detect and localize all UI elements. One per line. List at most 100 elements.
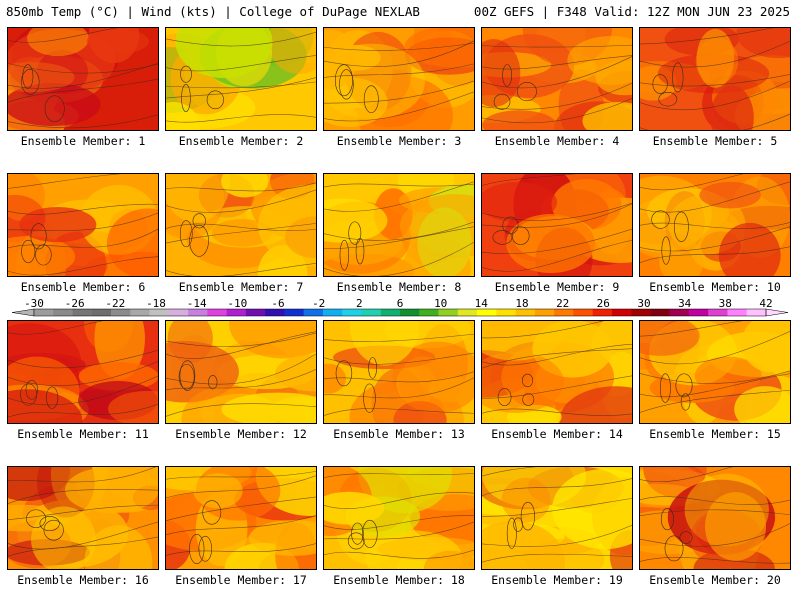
ensemble-member-label: Ensemble Member: 8	[336, 280, 462, 294]
colorbar-tick-label: 38	[719, 297, 732, 310]
ensemble-member-map	[7, 320, 159, 424]
map-title: 850mb Temp (°C) | Wind (kts) | College o…	[6, 4, 420, 19]
colorbar-tick-label: 34	[678, 297, 692, 310]
ensemble-member-label: Ensemble Member: 7	[178, 280, 304, 294]
temperature-field	[640, 321, 790, 423]
ensemble-member-map	[165, 27, 317, 131]
ensemble-member-map	[639, 173, 791, 277]
temperature-field	[8, 321, 158, 423]
ensemble-member-map	[165, 173, 317, 277]
ensemble-member-map	[165, 320, 317, 424]
colorbar-tick-label: 22	[556, 297, 569, 310]
colorbar-swatch	[342, 309, 362, 316]
colorbar-swatch	[419, 309, 439, 316]
colorbar-swatch	[265, 309, 285, 316]
temperature-field	[8, 28, 158, 130]
colorbar-swatch	[226, 309, 247, 316]
colorbar-tick-label: -14	[187, 297, 207, 310]
colorbar-swatch	[650, 309, 670, 316]
colorbar-tick-label: -18	[146, 297, 166, 310]
colorbar-swatch	[245, 309, 266, 316]
colorbar-swatch	[400, 309, 420, 316]
ensemble-member-label: Ensemble Member: 4	[494, 134, 620, 148]
temperature-field	[482, 321, 632, 423]
colorbar-swatch	[477, 309, 497, 316]
ensemble-member-map	[323, 466, 475, 570]
ensemble-member-label: Ensemble Member: 6	[20, 280, 146, 294]
ensemble-member-map	[323, 320, 475, 424]
ensemble-member-label: Ensemble Member: 9	[494, 280, 620, 294]
colorbar-swatch	[361, 309, 382, 316]
ensemble-member-label: Ensemble Member: 2	[178, 134, 304, 148]
ensemble-member-map	[323, 27, 475, 131]
temperature-field	[482, 28, 632, 130]
colorbar-tick-label: 26	[597, 297, 610, 310]
colorbar-swatch	[322, 309, 343, 316]
colorbar-swatch	[380, 309, 401, 316]
colorbar-swatch	[573, 309, 593, 316]
colorbar-swatch	[53, 309, 73, 316]
colorbar-swatch	[284, 309, 304, 316]
temperature-field	[166, 174, 316, 276]
colorbar-tick-label: 42	[759, 297, 772, 310]
colorbar-swatch	[534, 309, 555, 316]
colorbar-tick-label: 10	[434, 297, 447, 310]
ensemble-member-map	[7, 27, 159, 131]
colorbar-left-arrow	[11, 308, 35, 317]
ensemble-member-map	[481, 466, 633, 570]
temperature-field	[8, 174, 158, 276]
colorbar-swatch	[515, 309, 536, 316]
ensemble-member-map	[639, 320, 791, 424]
colorbar-swatch	[708, 309, 728, 316]
ensemble-member-map	[7, 173, 159, 277]
colorbar-tick-label: 18	[515, 297, 528, 310]
colorbar-tick-label: 14	[475, 297, 489, 310]
colorbar-swatch	[34, 309, 54, 316]
colorbar-swatch	[688, 309, 709, 316]
colorbar-swatch	[746, 309, 767, 316]
ensemble-member-label: Ensemble Member: 19	[491, 573, 623, 587]
temperature-field	[324, 174, 474, 276]
ensemble-member-label: Ensemble Member: 16	[17, 573, 149, 587]
colorbar-tick-label: -2	[312, 297, 325, 310]
ensemble-member-map	[481, 320, 633, 424]
colorbar-swatch	[72, 309, 93, 316]
colorbar-swatch	[592, 309, 613, 316]
colorbar-tick-label: -6	[271, 297, 284, 310]
ensemble-member-map	[639, 466, 791, 570]
temperature-field	[482, 174, 632, 276]
colorbar-swatch	[554, 309, 574, 316]
temperature-field	[8, 467, 158, 569]
colorbar-tick-label: 2	[356, 297, 363, 310]
colorbar-swatch	[303, 309, 324, 316]
ensemble-member-label: Ensemble Member: 3	[336, 134, 462, 148]
colorbar-tick-label: -22	[105, 297, 125, 310]
ensemble-member-map	[481, 27, 633, 131]
temperature-field	[324, 467, 474, 569]
colorbar-swatch	[130, 309, 150, 316]
ensemble-member-label: Ensemble Member: 11	[17, 427, 149, 441]
colorbar-swatch	[188, 309, 208, 316]
temperature-field	[324, 28, 474, 130]
temperature-field	[640, 174, 790, 276]
colorbar-swatch	[727, 309, 748, 316]
temperature-field	[640, 467, 790, 569]
run-valid-time: 00Z GEFS | F348 Valid: 12Z MON JUN 23 20…	[473, 4, 790, 19]
colorbar-tick-label: 30	[637, 297, 650, 310]
colorbar-swatch	[669, 309, 690, 316]
ensemble-member-label: Ensemble Member: 20	[649, 573, 781, 587]
colorbar-tick-label: -26	[65, 297, 85, 310]
colorbar-swatch	[168, 309, 189, 316]
ensemble-member-label: Ensemble Member: 15	[649, 427, 781, 441]
ensemble-member-label: Ensemble Member: 18	[333, 573, 465, 587]
colorbar-swatch	[111, 309, 131, 316]
colorbar-swatch	[149, 309, 170, 316]
temperature-field	[166, 321, 316, 423]
ensemble-member-label: Ensemble Member: 1	[20, 134, 146, 148]
colorbar-tick-label: -10	[227, 297, 247, 310]
colorbar-tick-label: 6	[397, 297, 404, 310]
colorbar-swatch	[631, 309, 651, 316]
temperature-field	[166, 28, 316, 130]
temperature-colorbar: -30 -26 -22 -18 -14 -10 -6 -2 2 6 10 14 18 22 26 30 34 38…	[11, 297, 789, 317]
ensemble-member-map	[7, 466, 159, 570]
